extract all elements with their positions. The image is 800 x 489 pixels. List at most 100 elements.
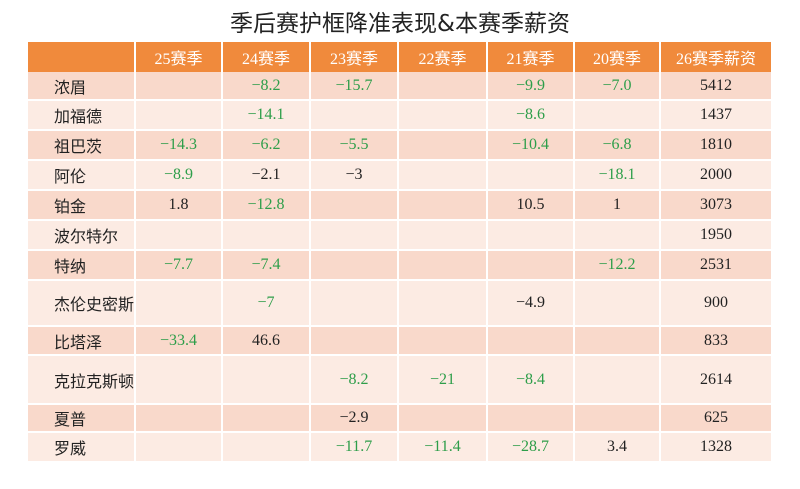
value-cell: 1328 — [660, 432, 773, 463]
empty-cell — [310, 280, 399, 327]
empty-cell — [487, 404, 575, 433]
empty-cell — [310, 220, 399, 251]
value-cell: −3 — [310, 160, 399, 191]
table-row: 罗威 −11.7 −11.4 −28.7 3.4 1328 — [28, 432, 773, 463]
table-row: 波尔特尔 1950 — [28, 220, 773, 251]
value-cell: −18.1 — [574, 160, 661, 191]
player-name: 比塔泽 — [28, 326, 136, 356]
value-cell: 1810 — [660, 130, 773, 161]
player-name: 浓眉 — [28, 72, 136, 101]
value-cell: −7.4 — [222, 250, 311, 281]
player-name: 克拉克斯顿 — [28, 355, 136, 405]
value-cell: 1 — [574, 190, 661, 221]
empty-cell — [398, 100, 488, 131]
table-row: 比塔泽 −33.4 46.6 833 — [28, 326, 773, 356]
table-row: 祖巴茨 −14.3 −6.2 −5.5 −10.4 −6.8 1810 — [28, 130, 773, 161]
value-cell: −11.7 — [310, 432, 399, 463]
empty-cell — [398, 220, 488, 251]
value-cell: −11.4 — [398, 432, 488, 463]
empty-cell — [222, 220, 311, 251]
empty-cell — [398, 404, 488, 433]
value-cell: 1437 — [660, 100, 773, 131]
header-row: 25赛季 24赛季 23赛季 22赛季 21赛季 20赛季 26赛季薪资 — [28, 42, 773, 72]
empty-cell — [310, 100, 399, 131]
empty-cell — [487, 220, 575, 251]
value-cell: −12.8 — [222, 190, 311, 221]
column-header: 24赛季 — [222, 42, 311, 72]
value-cell: −33.4 — [135, 326, 223, 356]
value-cell: −8.2 — [310, 355, 399, 405]
empty-cell — [135, 72, 223, 101]
value-cell: −2.1 — [222, 160, 311, 191]
empty-cell — [574, 100, 661, 131]
table-row: 特纳 −7.7 −7.4 −12.2 2531 — [28, 250, 773, 281]
value-cell: −10.4 — [487, 130, 575, 161]
player-name: 铂金 — [28, 190, 136, 221]
value-cell: −4.9 — [487, 280, 575, 327]
table-row: 浓眉 −8.2 −15.7 −9.9 −7.0 5412 — [28, 72, 773, 101]
player-name: 加福德 — [28, 100, 136, 131]
value-cell: −21 — [398, 355, 488, 405]
value-cell: 625 — [660, 404, 773, 433]
value-cell: −14.3 — [135, 130, 223, 161]
value-cell: 1.8 — [135, 190, 223, 221]
column-header: 26赛季薪资 — [660, 42, 773, 72]
empty-cell — [310, 326, 399, 356]
column-header: 22赛季 — [398, 42, 488, 72]
value-cell: −28.7 — [487, 432, 575, 463]
empty-cell — [398, 72, 488, 101]
empty-cell — [574, 404, 661, 433]
player-name: 特纳 — [28, 250, 136, 281]
title: 季后赛护框降准表现&本赛季薪资 — [230, 11, 570, 37]
empty-cell — [398, 250, 488, 281]
table-row: 阿伦 −8.9 −2.1 −3 −18.1 2000 — [28, 160, 773, 191]
table-row: 杰伦史密斯 −7 −4.9 900 — [28, 280, 773, 327]
empty-cell — [398, 160, 488, 191]
empty-cell — [487, 326, 575, 356]
column-header: 21赛季 — [487, 42, 575, 72]
empty-cell — [222, 355, 311, 405]
empty-cell — [222, 404, 311, 433]
player-name: 阿伦 — [28, 160, 136, 191]
value-cell: 2614 — [660, 355, 773, 405]
empty-cell — [135, 220, 223, 251]
value-cell: 5412 — [660, 72, 773, 101]
empty-cell — [135, 355, 223, 405]
corner-cell — [28, 42, 136, 72]
player-name: 杰伦史密斯 — [28, 280, 136, 327]
value-cell: 3073 — [660, 190, 773, 221]
value-cell: 3.4 — [574, 432, 661, 463]
value-cell: −5.5 — [310, 130, 399, 161]
table-row: 铂金 1.8 −12.8 10.5 1 3073 — [28, 190, 773, 221]
value-cell: −14.1 — [222, 100, 311, 131]
value-cell: −8.2 — [222, 72, 311, 101]
empty-cell — [398, 326, 488, 356]
empty-cell — [310, 190, 399, 221]
value-cell: 1950 — [660, 220, 773, 251]
player-name: 祖巴茨 — [28, 130, 136, 161]
value-cell: 833 — [660, 326, 773, 356]
column-header: 25赛季 — [135, 42, 223, 72]
table-row: 加福德 −14.1 −8.6 1437 — [28, 100, 773, 131]
value-cell: 2531 — [660, 250, 773, 281]
value-cell: −12.2 — [574, 250, 661, 281]
player-name: 罗威 — [28, 432, 136, 463]
empty-cell — [135, 404, 223, 433]
value-cell: −8.6 — [487, 100, 575, 131]
value-cell: −9.9 — [487, 72, 575, 101]
empty-cell — [487, 250, 575, 281]
value-cell: −7.7 — [135, 250, 223, 281]
value-cell: 2000 — [660, 160, 773, 191]
player-name: 波尔特尔 — [28, 220, 136, 251]
value-cell: 46.6 — [222, 326, 311, 356]
empty-cell — [135, 432, 223, 463]
empty-cell — [310, 250, 399, 281]
empty-cell — [222, 432, 311, 463]
empty-cell — [487, 160, 575, 191]
value-cell: −7 — [222, 280, 311, 327]
table-row: 夏普 −2.9 625 — [28, 404, 773, 433]
table: 25赛季 24赛季 23赛季 22赛季 21赛季 20赛季 26赛季薪资 浓眉 −8.2 −15… — [28, 42, 773, 463]
column-header: 20赛季 — [574, 42, 661, 72]
value-cell: −8.9 — [135, 160, 223, 191]
